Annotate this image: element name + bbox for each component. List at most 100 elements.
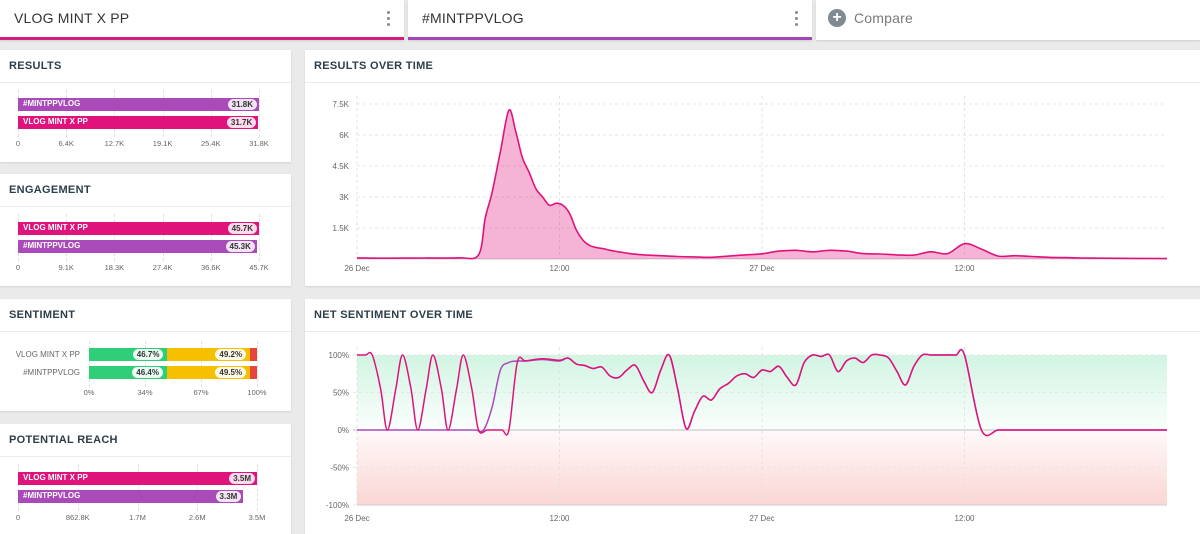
bar[interactable]: #MINTPPVLOG 45.3K [18, 240, 257, 253]
grid-line [18, 464, 19, 511]
bar-value-label: 45.7K [227, 223, 257, 234]
grid-line [259, 90, 260, 137]
results-over-time-chart[interactable]: 7.5K 6K 4.5K 3K 1.5K 26 Dec 12:00 27 Dec 12:00 [305, 50, 1200, 286]
query-tab-label: VLOG MINT X PP [14, 10, 130, 26]
card-title: RESULTS OVER TIME [314, 60, 434, 72]
series-line[interactable] [356, 108, 1168, 260]
grid-line [77, 464, 79, 511]
grid-line [259, 214, 260, 261]
series-line[interactable] [357, 348, 1167, 437]
card-title: POTENTIAL REACH [9, 434, 118, 446]
sentiment-positive-segment[interactable]: 46.4% [89, 366, 167, 379]
axis-tick-label: 2.6M [188, 513, 206, 522]
grid-line [162, 90, 164, 137]
axis-tick-label: 27.4K [152, 263, 173, 272]
grid-line [66, 90, 68, 137]
results-over-time-card: RESULTS OVER TIME 7.5K 6K 4.5K 3K 1.5K 26 Dec… [305, 50, 1200, 286]
axis-tick-label: 31.8K [249, 139, 269, 148]
axis-tick-label: 18.3K [104, 263, 125, 272]
x-tick-label: 27 Dec [749, 514, 774, 523]
bar-value-label: 45.3K [225, 241, 255, 252]
sentiment-value-label: 46.4% [132, 367, 163, 378]
more-options-icon[interactable] [386, 11, 390, 27]
grid-line [66, 214, 68, 261]
card-title: SENTIMENT [9, 309, 76, 321]
bar-value-label: 31.8K [227, 99, 257, 110]
x-tick-label: 27 Dec [749, 264, 774, 273]
sentiment-card: SENTIMENT 0% 34% 67% 100% VLOG MINT X PP 46.7… [0, 299, 291, 411]
sentiment-positive-segment[interactable]: 46.7% [89, 348, 168, 361]
bar-label: #MINTPPVLOG [23, 99, 81, 108]
series-area[interactable] [357, 109, 1167, 259]
y-tick-label: 4.5K [333, 162, 350, 171]
axis-tick-label: 45.7K [249, 263, 269, 272]
axis-tick-label: 100% [247, 388, 267, 397]
results-card: RESULTS 0 6.4K 12.7K 19.1K 25.4K 31.8K #MINTPP… [0, 50, 291, 162]
sentiment-neutral-segment[interactable]: 49.2% [167, 348, 251, 361]
y-tick-label: 1.5K [333, 224, 350, 233]
card-title: NET SENTIMENT OVER TIME [314, 309, 474, 321]
bar-label: #MINTPPVLOG [23, 491, 81, 500]
sentiment-row-label: #MINTPPVLOG [23, 368, 80, 377]
query-tab-underline [0, 37, 404, 40]
axis-tick-label: 19.1K [152, 139, 173, 148]
axis-tick-label: 36.6K [200, 263, 221, 272]
axis-tick-label: 862.8K [65, 513, 90, 522]
sentiment-negative-segment[interactable] [250, 366, 257, 379]
query-tab-vlog-mint[interactable]: VLOG MINT X PP [0, 0, 404, 40]
more-options-icon[interactable] [794, 11, 798, 27]
bar-label: VLOG MINT X PP [23, 117, 88, 126]
sentiment-value-label: 49.2% [215, 349, 247, 360]
x-tick-label: 12:00 [954, 264, 975, 273]
sentiment-value-label: 46.7% [132, 349, 164, 360]
y-tick-label: 0% [337, 426, 349, 435]
query-tab-label: #MINTPPVLOG [422, 10, 524, 26]
axis-tick-label: 9.1K [58, 263, 74, 272]
sentiment-row-label: VLOG MINT X PP [15, 350, 80, 359]
axis-tick-label: 0% [83, 388, 95, 397]
divider [0, 331, 291, 332]
grid-line [145, 341, 146, 387]
card-title: ENGAGEMENT [9, 184, 91, 196]
axis-tick-label: 0 [15, 263, 21, 272]
axis-tick-label: 25.4K [200, 139, 221, 148]
grid-line [210, 214, 212, 261]
query-tab-mintppvlog[interactable]: #MINTPPVLOG [408, 0, 812, 40]
x-tick-label: 12:00 [549, 514, 570, 523]
compare-button[interactable]: + Compare [816, 0, 1200, 40]
axis-tick-label: 0 [15, 139, 21, 148]
engagement-card: ENGAGEMENT 0 9.1K 18.3K 27.4K 36.6K 45.7K VLOG… [0, 174, 291, 286]
grid-line [18, 90, 19, 137]
bar[interactable]: #MINTPPVLOG 3.3M [18, 490, 244, 503]
bar-value-label: 3.3M [215, 491, 242, 502]
grid-line [137, 464, 139, 511]
grid-line [162, 214, 164, 261]
add-circle-icon: + [828, 9, 846, 27]
divider [305, 331, 1200, 332]
compare-label: Compare [854, 10, 913, 26]
divider [0, 82, 291, 83]
axis-tick-label: 1.7M [129, 513, 146, 522]
y-tick-label: 6K [339, 131, 349, 140]
y-tick-label: 3K [339, 193, 349, 202]
net-sentiment-chart[interactable]: 100% 50% 0% -50% -100% 26 Dec 12:00 27 Dec 12:00 [305, 299, 1200, 534]
bar[interactable]: #MINTPPVLOG 31.8K [18, 98, 259, 111]
sentiment-negative-segment[interactable] [250, 348, 257, 361]
bar[interactable]: VLOG MINT X PP 3.5M [18, 472, 257, 485]
net-sentiment-card: NET SENTIMENT OVER TIME 100% 50% 0% -50% -10… [305, 299, 1200, 534]
x-tick-label: 12:00 [954, 514, 975, 523]
grid-line [89, 341, 90, 387]
query-tab-underline [408, 37, 812, 40]
bar-label: VLOG MINT X PP [23, 223, 88, 232]
grid-line [18, 214, 19, 261]
x-tick-label: 26 Dec [344, 514, 369, 523]
bar[interactable]: VLOG MINT X PP 45.7K [18, 222, 259, 235]
grid-line [257, 464, 258, 511]
y-tick-label: 100% [329, 351, 349, 360]
bar[interactable]: VLOG MINT X PP 31.7K [18, 116, 259, 129]
bar-label: VLOG MINT X PP [23, 473, 88, 482]
sentiment-neutral-segment[interactable]: 49.5% [166, 366, 251, 379]
bar-value-label: 3.5M [229, 473, 255, 484]
grid-line [257, 341, 258, 387]
axis-tick-label: 67% [193, 388, 209, 397]
